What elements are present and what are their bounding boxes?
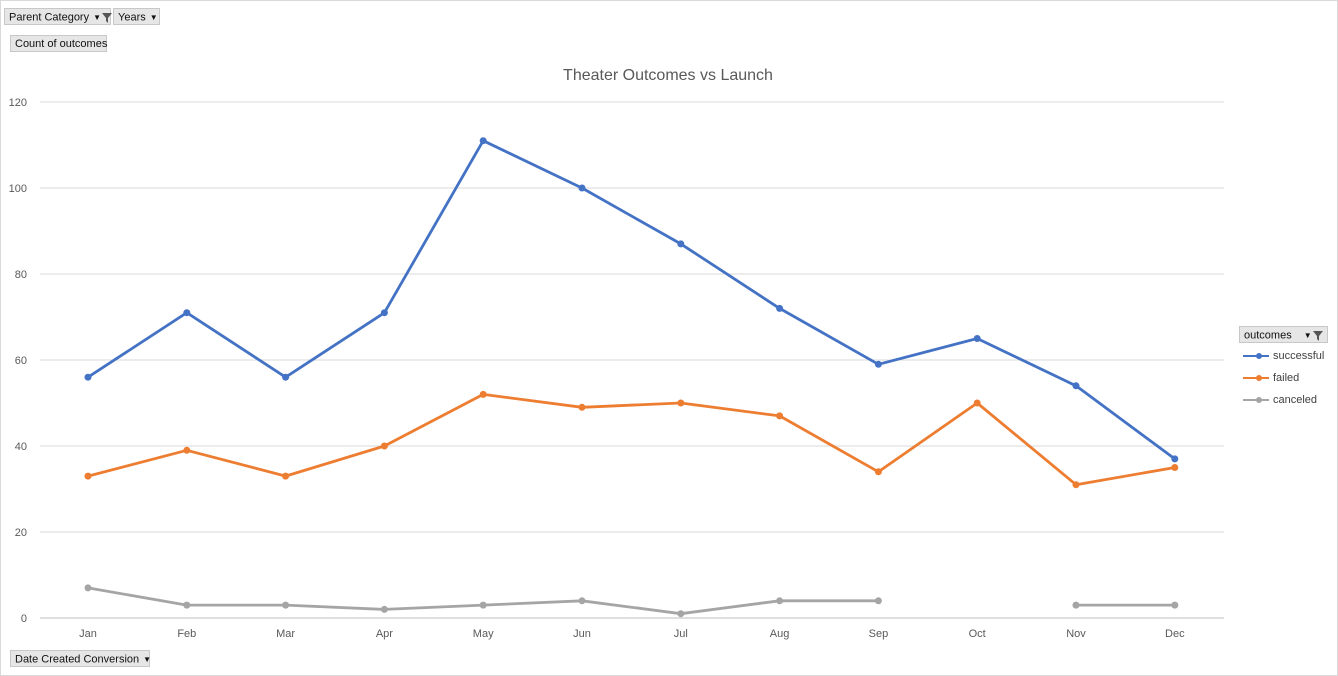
x-tick-label: Nov	[1066, 628, 1086, 640]
x-tick-label: Feb	[177, 628, 196, 640]
years-label: Years	[118, 11, 146, 24]
data-point	[776, 304, 784, 312]
data-point	[1072, 481, 1080, 489]
series-failed	[84, 390, 1179, 489]
data-point	[282, 601, 290, 609]
data-point	[973, 335, 981, 342]
x-tick-label: Mar	[276, 628, 295, 640]
x-tick-label: Jul	[674, 628, 688, 640]
filter-icon	[1312, 330, 1323, 341]
x-tick-label: Jun	[573, 628, 591, 640]
parent-category-filter-button[interactable]: Parent Category ▼	[4, 8, 113, 25]
data-point	[1072, 601, 1080, 609]
y-tick-label: 20	[15, 527, 27, 539]
data-point	[578, 403, 586, 411]
series-line	[86, 586, 880, 616]
legend-label: canceled	[1273, 394, 1318, 406]
y-tick-label: 100	[9, 183, 27, 195]
data-point	[380, 309, 388, 317]
y-tick-label: 120	[9, 97, 27, 109]
data-point	[776, 412, 784, 420]
x-tick-label: Apr	[376, 628, 393, 640]
legend-item-canceled: canceled	[1239, 389, 1329, 411]
legend-swatch	[1243, 353, 1269, 359]
legend-marker	[1256, 375, 1262, 381]
series-canceled	[84, 584, 1179, 618]
data-point	[84, 373, 92, 381]
x-tick-label: Dec	[1165, 628, 1185, 640]
legend-field-button[interactable]: outcomes ▼	[1239, 326, 1328, 343]
data-point	[380, 605, 388, 613]
legend-swatch	[1243, 375, 1269, 381]
legend-swatch	[1243, 397, 1269, 403]
filter-icon	[102, 12, 113, 23]
data-point	[183, 309, 191, 317]
data-point	[578, 597, 586, 605]
values-field-button[interactable]: Count of outcomes	[10, 35, 107, 52]
parent-category-label: Parent Category	[9, 11, 90, 24]
data-point	[1072, 382, 1080, 390]
data-point	[874, 360, 882, 368]
data-point	[578, 184, 586, 192]
chart-title: Theater Outcomes vs Launch	[563, 67, 773, 84]
chevron-down-icon: ▼	[1303, 331, 1312, 340]
data-point	[1171, 455, 1179, 463]
y-tick-label: 80	[15, 269, 27, 281]
data-point	[677, 610, 685, 618]
data-point	[776, 597, 784, 605]
data-point	[282, 472, 290, 480]
legend-label: successful	[1273, 350, 1325, 362]
data-point	[84, 472, 92, 480]
series-successful	[84, 137, 1179, 463]
legend-marker	[1256, 397, 1262, 403]
data-point	[282, 373, 290, 381]
data-point	[973, 399, 981, 407]
data-point	[479, 137, 487, 145]
x-tick-label: Aug	[770, 628, 790, 640]
data-point	[183, 601, 191, 609]
data-point	[874, 597, 882, 605]
data-point	[1171, 464, 1179, 471]
legend: outcomes ▼ successful failed canceled	[1239, 326, 1329, 411]
data-point	[84, 584, 92, 592]
legend-label: failed	[1273, 372, 1300, 384]
y-tick-label: 60	[15, 355, 27, 367]
data-point	[677, 240, 685, 248]
data-point	[183, 446, 191, 454]
legend-item-successful: successful	[1239, 345, 1329, 367]
data-point	[479, 390, 487, 398]
chevron-down-icon: ▼	[143, 655, 152, 664]
values-field-label: Count of outcomes	[15, 38, 108, 50]
data-point	[1171, 601, 1179, 609]
y-tick-label: 40	[15, 441, 27, 453]
chevron-down-icon: ▼	[93, 13, 102, 22]
axis-field-label: Date Created Conversion	[15, 653, 140, 666]
data-point	[677, 399, 685, 407]
legend-field-label: outcomes	[1244, 329, 1292, 342]
x-tick-label: Jan	[79, 628, 97, 640]
y-tick-label: 0	[21, 613, 27, 625]
chevron-down-icon: ▼	[149, 13, 158, 22]
legend-marker	[1256, 353, 1262, 359]
years-filter-button[interactable]: Years ▼	[113, 8, 160, 25]
data-point	[874, 468, 882, 476]
x-tick-label: Sep	[869, 628, 889, 640]
series-line	[86, 139, 1177, 461]
x-tick-label: Oct	[969, 628, 986, 640]
data-point	[479, 601, 487, 609]
axis-field-button[interactable]: Date Created Conversion ▼	[10, 650, 152, 667]
legend-item-failed: failed	[1239, 367, 1329, 389]
data-point	[380, 442, 388, 450]
series-line	[86, 392, 1177, 487]
x-tick-label: May	[473, 628, 494, 640]
